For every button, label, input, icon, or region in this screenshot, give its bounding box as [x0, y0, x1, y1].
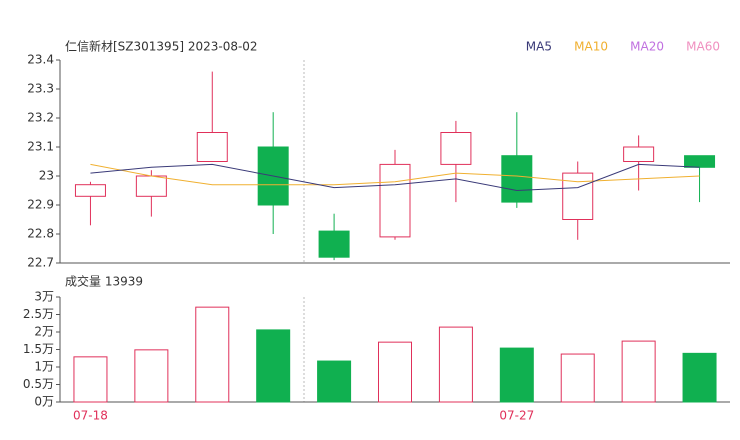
candle-body — [623, 146, 655, 162]
legend-label: MA60 — [686, 40, 720, 54]
y-tick-label: 23 — [39, 169, 54, 183]
ma-line — [90, 163, 700, 186]
y-tick-label: 3万 — [34, 290, 54, 304]
y-tick-label: 23.1 — [27, 140, 54, 154]
candle-body — [684, 155, 716, 168]
legend-label: MA20 — [630, 40, 664, 54]
y-tick-label: 22.8 — [27, 227, 54, 241]
volume-bar — [195, 306, 230, 403]
volume-bar — [134, 349, 169, 403]
candle-body — [135, 175, 167, 197]
y-tick-label: 22.7 — [27, 256, 54, 270]
candle-body — [257, 146, 289, 206]
candle-body — [440, 132, 472, 165]
candle-body — [501, 155, 533, 203]
volume-bar — [317, 360, 352, 403]
chart-title: 仁信新材[SZ301395] 2023-08-02 — [65, 39, 258, 54]
volume-bar — [378, 341, 412, 403]
y-tick-label: 0万 — [34, 395, 54, 409]
legend-label: MA10 — [574, 40, 608, 54]
volume-bar — [682, 352, 717, 403]
y-tick-label: 23.3 — [27, 82, 54, 96]
candle-body — [379, 163, 411, 238]
candle-body — [562, 172, 594, 221]
legend-label: MA5 — [526, 40, 552, 54]
volume-bar — [621, 340, 656, 403]
y-tick-label: 0.5万 — [23, 377, 54, 391]
volume-bar — [256, 329, 291, 403]
ma-line — [90, 163, 700, 192]
y-tick-label: 23.4 — [27, 53, 54, 67]
volume-bar — [499, 347, 534, 403]
y-tick-label: 1.5万 — [23, 342, 54, 356]
y-tick-label: 1万 — [34, 360, 54, 374]
candle-body — [318, 230, 350, 258]
volume-bar — [560, 353, 595, 403]
candle-body — [74, 184, 106, 197]
y-tick-label: 23.2 — [27, 111, 54, 125]
x-tick-label: 07-18 — [73, 409, 108, 423]
volume-title: 成交量 13939 — [65, 274, 143, 289]
volume-bar — [73, 356, 108, 403]
y-tick-label: 22.9 — [27, 198, 54, 212]
x-tick-label: 07-27 — [499, 409, 534, 423]
volume-bar — [438, 326, 473, 403]
candle-body — [196, 132, 228, 162]
y-tick-label: 2.5万 — [23, 307, 54, 321]
y-tick-label: 2万 — [34, 325, 54, 339]
